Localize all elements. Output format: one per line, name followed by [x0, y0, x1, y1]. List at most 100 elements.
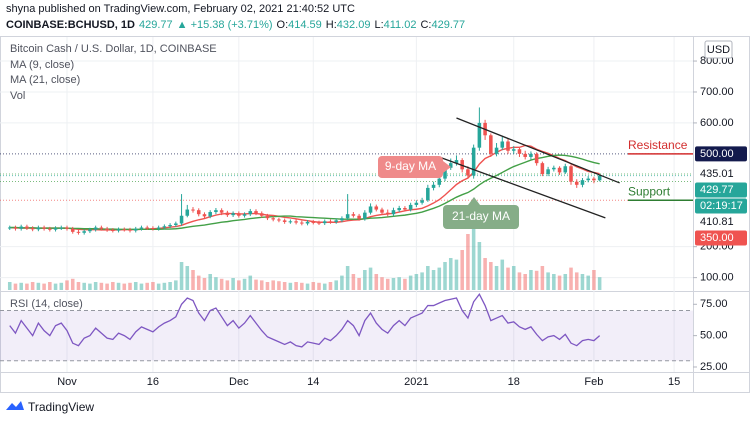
volume-bar	[552, 274, 556, 290]
candle-body	[317, 222, 321, 224]
volume-bar	[128, 282, 132, 290]
volume-bar	[311, 282, 316, 290]
volume-bar	[202, 278, 207, 290]
volume-bar	[219, 278, 224, 290]
volume-bar	[563, 274, 568, 290]
volume-bar	[59, 282, 64, 290]
candle-body	[271, 218, 275, 220]
candle-body	[546, 169, 550, 174]
candle-body	[506, 141, 510, 151]
trend-line	[441, 157, 606, 219]
ohlc-label: C:	[420, 19, 431, 31]
volume-bar	[368, 267, 373, 290]
volume-bar	[322, 283, 327, 290]
candle-body	[523, 153, 527, 157]
volume-bar	[328, 282, 333, 290]
candle-body	[151, 228, 155, 230]
candle-body	[340, 218, 344, 221]
volume-bar	[454, 259, 459, 290]
volume-bar	[42, 283, 46, 290]
volume-bar	[48, 282, 52, 290]
volume-bar	[597, 277, 602, 290]
candle-body	[185, 209, 190, 216]
volume-bar	[288, 282, 293, 290]
y-tick-label: 600.00	[700, 117, 734, 129]
currency[interactable]: USD	[707, 44, 730, 56]
candle-body	[563, 166, 568, 173]
candle-body	[248, 211, 253, 215]
volume-bar	[471, 222, 476, 290]
ohlc-value: 411.02	[384, 19, 417, 31]
candle-body	[294, 221, 298, 223]
volume-bar	[156, 283, 161, 290]
candle-body	[231, 213, 235, 216]
candle-body	[202, 214, 207, 217]
volume-bar	[334, 280, 338, 290]
volume-bar	[191, 270, 195, 290]
price-label: 350.00	[700, 232, 734, 244]
ohlc-value: 432.09	[337, 19, 371, 31]
candle-body	[345, 214, 350, 219]
ohlc-value: 414.59	[288, 19, 322, 31]
candle-body	[580, 180, 585, 185]
volume-bar	[196, 275, 201, 290]
candle-body	[42, 227, 46, 229]
volume-bar	[225, 280, 230, 290]
annotation-box	[378, 156, 443, 178]
y-tick-label: 700.00	[700, 86, 734, 98]
brand-logo[interactable]	[6, 401, 24, 410]
volume-bar	[437, 267, 442, 290]
candle-body	[19, 226, 23, 229]
volume-bar	[363, 270, 367, 290]
volume-bar	[179, 262, 184, 290]
volume-bar	[466, 234, 470, 290]
volume-bar	[259, 280, 264, 290]
volume-bar	[294, 282, 298, 290]
rsi-line	[9, 293, 601, 348]
volume-bar	[494, 266, 499, 290]
volume-bar	[185, 266, 190, 290]
candle-body	[99, 227, 104, 229]
change: ▲ +15.38 (+3.71%)	[177, 19, 273, 31]
candle-body	[196, 210, 201, 215]
volume-bar	[460, 250, 464, 290]
volume-bar	[116, 282, 121, 290]
volume-bar	[19, 282, 23, 290]
volume-bar	[391, 278, 396, 290]
x-tick-label: Nov	[57, 376, 77, 388]
volume-bar	[586, 275, 590, 290]
ma-line	[9, 144, 600, 231]
candle-body	[466, 169, 470, 176]
ohlc-label: H:	[326, 19, 337, 31]
brand[interactable]: TradingView	[6, 400, 94, 414]
candle-body	[500, 141, 505, 148]
candle-body	[385, 212, 390, 215]
publish-line: shyna published on TradingView.com, Febr…	[6, 3, 355, 15]
candle-body	[437, 178, 442, 185]
candle-body	[208, 212, 212, 217]
candle-body	[25, 226, 29, 229]
volume-bar	[88, 283, 92, 290]
volume-bar	[426, 266, 430, 290]
price-label: 500.00	[700, 148, 734, 160]
volume-bar	[340, 275, 344, 290]
x-tick-label: Feb	[584, 376, 603, 388]
price-label-box	[695, 146, 747, 162]
candle-body	[65, 227, 69, 229]
candle-body	[76, 231, 81, 233]
volume-bar	[168, 282, 172, 290]
volume-bar	[477, 242, 482, 290]
candle-body	[254, 211, 258, 214]
volume-bar	[13, 283, 18, 290]
brand-name[interactable]: TradingView	[28, 400, 94, 414]
volume-bar	[546, 272, 550, 290]
candle-body	[265, 215, 270, 219]
candle-body	[592, 178, 596, 181]
candle-body	[569, 166, 573, 182]
currency-box[interactable]	[704, 40, 733, 59]
countdown-box	[695, 198, 747, 214]
volume-bar	[305, 283, 310, 290]
